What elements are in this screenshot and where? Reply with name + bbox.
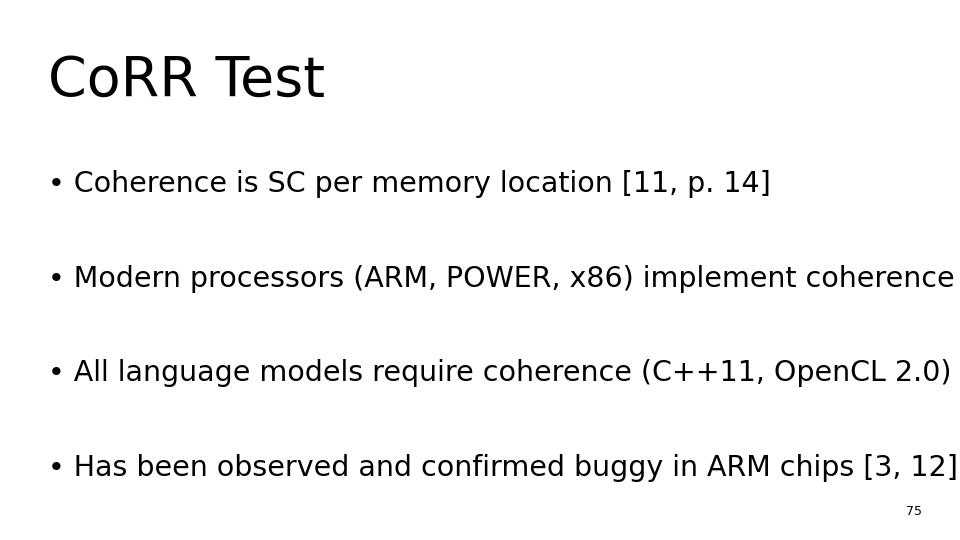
Text: • Coherence is SC per memory location [11, p. 14]: • Coherence is SC per memory location [1… xyxy=(48,170,771,198)
Text: • All language models require coherence (C++11, OpenCL 2.0): • All language models require coherence … xyxy=(48,359,951,387)
Text: 75: 75 xyxy=(905,505,922,518)
Text: • Modern processors (ARM, POWER, x86) implement coherence: • Modern processors (ARM, POWER, x86) im… xyxy=(48,265,954,293)
Text: CoRR Test: CoRR Test xyxy=(48,54,325,108)
Text: • Has been observed and confirmed buggy in ARM chips [3, 12]: • Has been observed and confirmed buggy … xyxy=(48,454,958,482)
